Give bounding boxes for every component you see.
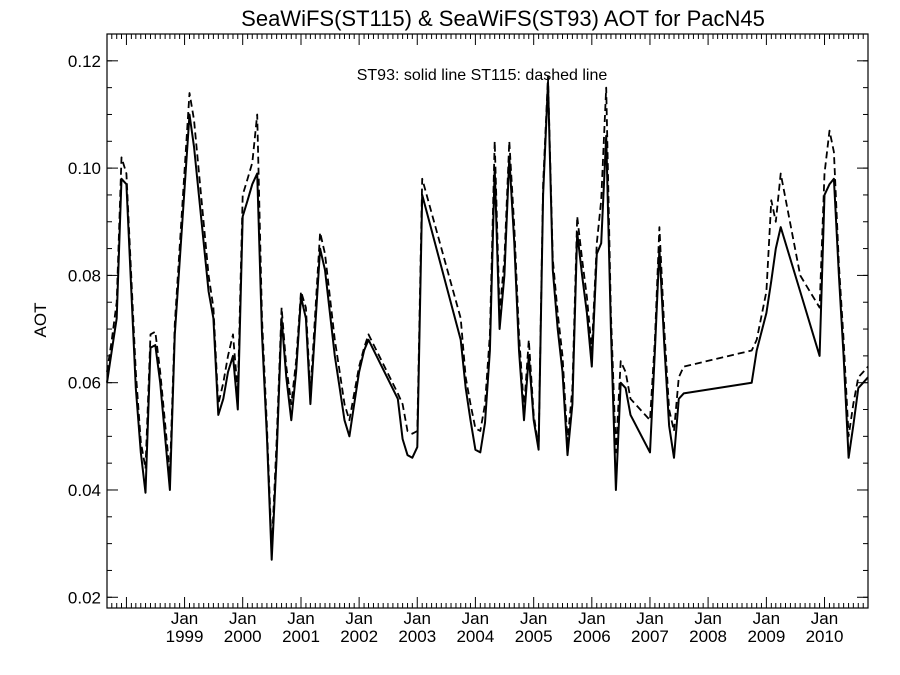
plot-frame — [106, 33, 869, 609]
x-tick-year-label: 2004 — [456, 627, 494, 646]
y-tick-label: 0.06 — [68, 374, 101, 393]
line-style-annotation: ST93: solid line ST115: dashed line — [357, 67, 608, 84]
y-tick-label: 0.10 — [68, 159, 101, 178]
x-tick-month-label: Jan — [287, 609, 314, 628]
x-tick-year-label: 2009 — [747, 627, 785, 646]
x-tick-month-label: Jan — [753, 609, 780, 628]
x-axis-ticks: Jan1999Jan2000Jan2001Jan2002Jan2003Jan20… — [106, 34, 869, 646]
x-tick-month-label: Jan — [229, 609, 256, 628]
x-tick-month-label: Jan — [462, 609, 489, 628]
series-line-st93 — [106, 81, 869, 561]
x-tick-year-label: 2010 — [806, 627, 844, 646]
x-tick-month-label: Jan — [811, 609, 838, 628]
y-axis-label: AOT — [31, 303, 50, 338]
x-tick-year-label: 2007 — [631, 627, 669, 646]
x-tick-year-label: 2002 — [340, 627, 378, 646]
x-tick-month-label: Jan — [694, 609, 721, 628]
series-line-st115 — [106, 76, 869, 550]
x-tick-year-label: 2006 — [573, 627, 611, 646]
x-tick-month-label: Jan — [578, 609, 605, 628]
x-tick-month-label: Jan — [520, 609, 547, 628]
chart-title: SeaWiFS(ST115) & SeaWiFS(ST93) AOT for P… — [241, 6, 765, 31]
y-tick-label: 0.02 — [68, 588, 101, 607]
x-tick-month-label: Jan — [171, 609, 198, 628]
y-tick-label: 0.08 — [68, 266, 101, 285]
series-lines — [106, 76, 869, 561]
x-tick-year-label: 2008 — [689, 627, 727, 646]
y-axis-ticks: 0.02 0.04 0.06 0.08 0.10 0.12 — [68, 52, 868, 607]
x-tick-year-label: 1999 — [166, 627, 204, 646]
y-tick-label: 0.04 — [68, 481, 101, 500]
x-tick-year-label: 2003 — [398, 627, 436, 646]
x-tick-month-label: Jan — [345, 609, 372, 628]
x-tick-month-label: Jan — [636, 609, 663, 628]
x-tick-year-label: 2005 — [515, 627, 553, 646]
x-tick-month-label: Jan — [404, 609, 431, 628]
x-tick-year-label: 2001 — [282, 627, 320, 646]
x-tick-year-label: 2000 — [224, 627, 262, 646]
y-tick-label: 0.12 — [68, 52, 101, 71]
